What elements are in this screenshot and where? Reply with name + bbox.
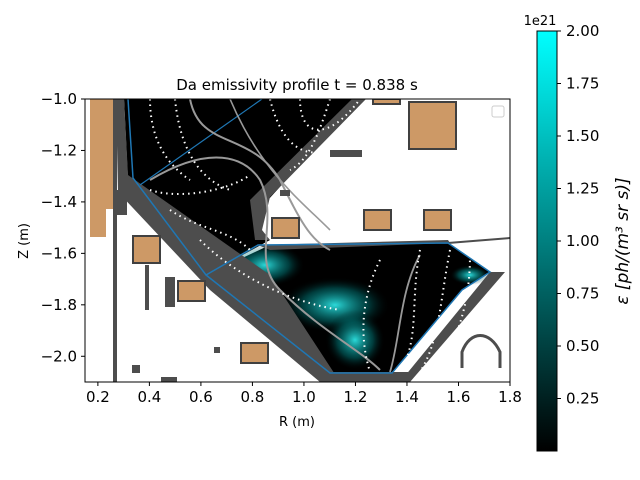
x-tick-label: 1.4 — [395, 388, 419, 406]
coil-stack — [103, 99, 113, 209]
y-tick-label: −1.8 — [41, 296, 77, 314]
coil-b — [177, 280, 206, 302]
coil-d — [271, 217, 300, 239]
coil-a — [132, 235, 161, 264]
inner-wall — [116, 99, 340, 382]
colorbar-tick-label: 0.25 — [566, 390, 599, 408]
colorbar-exponent: 1e21 — [524, 14, 557, 29]
passive-structures — [113, 99, 502, 382]
chart-title: Da emissivity profile t = 0.838 s — [176, 76, 418, 94]
shelf — [258, 240, 450, 250]
y-tick-label: −1.4 — [41, 193, 77, 211]
divertor-line — [447, 237, 510, 244]
x-axis: 0.2 0.4 0.6 0.8 1.0 1.2 1.4 1.6 1.8 — [86, 382, 522, 406]
boundary-line — [127, 99, 492, 374]
x-tick-label: 0.2 — [86, 388, 110, 406]
colorbar-tick-label: 1.75 — [566, 75, 599, 93]
x-tick-label: 1.8 — [498, 388, 522, 406]
plot-frame — [84, 98, 511, 383]
legend-box — [491, 105, 505, 118]
separatrix-outer — [389, 254, 421, 373]
y-tick-label: −2.0 — [41, 347, 77, 365]
coil-f — [423, 209, 452, 231]
coil-g — [408, 101, 457, 150]
lower-outer-baffle — [400, 272, 505, 382]
x-tick-label: 1.2 — [344, 388, 368, 406]
x-axis-label: R (m) — [279, 415, 315, 430]
colorbar — [536, 30, 558, 452]
colorbar-label: ε [ph/(m³ sr s)] — [613, 177, 633, 304]
emission-outer — [450, 265, 490, 285]
x-tick-label: 0.8 — [240, 388, 264, 406]
coil-central-solenoid — [90, 99, 106, 237]
flux-surfaces — [149, 99, 510, 373]
upper-baffle — [250, 99, 366, 240]
y-tick-label: −1.6 — [41, 244, 77, 262]
colorbar-tick-label: 0.50 — [566, 337, 599, 355]
x-tick-label: 0.6 — [189, 388, 213, 406]
y-axis: −1.0 −1.2 −1.4 −1.6 −1.8 −2.0 — [41, 90, 85, 365]
colorbar-tick-label: 2.00 — [566, 22, 599, 40]
separatrix-mid — [229, 99, 331, 231]
y-tick-label: −1.2 — [41, 141, 77, 159]
x-tick-label: 1.6 — [447, 388, 471, 406]
coil-h — [372, 99, 401, 105]
coil-c — [240, 342, 269, 364]
colorbar-tick-label: 1.25 — [566, 180, 599, 198]
coils — [90, 99, 457, 364]
y-tick-label: −1.0 — [41, 90, 77, 108]
y-axis-label: Z (m) — [17, 223, 32, 259]
upper-boundary-line — [139, 99, 263, 186]
coil-e — [363, 209, 392, 231]
colorbar-tick-label: 1.00 — [566, 232, 599, 250]
floor-plate — [320, 372, 408, 382]
colorbar-tick-label: 0.75 — [566, 285, 599, 303]
x-tick-label: 1.0 — [292, 388, 316, 406]
separatrix-leg — [149, 156, 381, 371]
colorbar-tick-label: 1.50 — [566, 127, 599, 145]
plot-area — [90, 99, 510, 382]
colorbar-axis: 0.25 0.50 0.75 1.00 1.25 1.50 1.75 2.00 — [557, 22, 599, 408]
x-tick-label: 0.4 — [137, 388, 161, 406]
emission-leg — [325, 310, 385, 370]
